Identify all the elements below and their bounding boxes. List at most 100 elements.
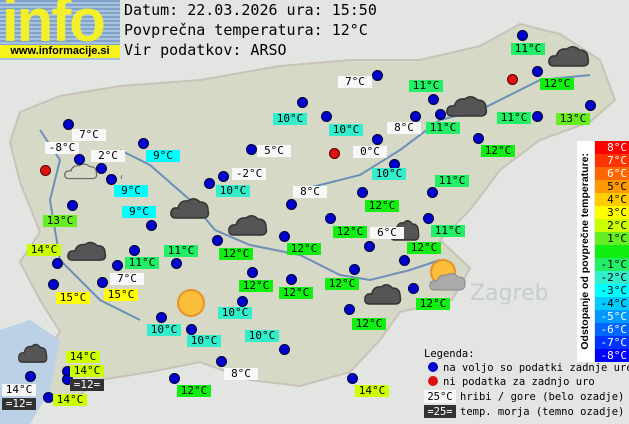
station-marker[interactable] <box>74 154 85 165</box>
station-marker[interactable] <box>146 220 157 231</box>
station-marker[interactable] <box>325 213 336 224</box>
station-marker[interactable] <box>247 267 258 278</box>
station-marker[interactable] <box>357 187 368 198</box>
temperature-label: 11°C <box>409 80 443 92</box>
slovenia-territory <box>8 22 617 404</box>
station-marker[interactable] <box>129 245 140 256</box>
temperature-label: 14°C <box>66 351 100 363</box>
temperature-label: 12°C <box>333 226 367 238</box>
scale-step: -1°C <box>595 258 629 271</box>
temperature-label: 7°C <box>72 129 106 141</box>
station-marker[interactable] <box>156 312 167 323</box>
station-marker[interactable] <box>67 200 78 211</box>
station-marker[interactable] <box>428 94 439 105</box>
scale-step: -2°C <box>595 271 629 284</box>
station-marker[interactable] <box>399 255 410 266</box>
station-marker[interactable] <box>473 133 484 144</box>
station-marker[interactable] <box>532 66 543 77</box>
station-marker[interactable] <box>347 373 358 384</box>
station-marker[interactable] <box>237 296 248 307</box>
station-marker[interactable] <box>63 119 74 130</box>
station-marker[interactable] <box>138 138 149 149</box>
scale-step: 1°C <box>595 232 629 245</box>
station-marker[interactable] <box>286 199 297 210</box>
legend-missing: ni podatka za zadnjo uro <box>424 375 595 389</box>
scale-step: -8°C <box>595 349 629 362</box>
station-marker[interactable] <box>171 258 182 269</box>
legend-available: na voljo so podatki zadnje ure <box>424 361 629 375</box>
station-marker[interactable] <box>96 163 107 174</box>
station-marker[interactable] <box>349 264 360 275</box>
temperature-label: 13°C <box>43 215 77 227</box>
station-marker[interactable] <box>112 260 123 271</box>
station-marker[interactable] <box>186 324 197 335</box>
temperature-label: 10°C <box>273 113 307 125</box>
station-marker-no-data[interactable] <box>507 74 518 85</box>
temperature-label: 8°C <box>293 186 327 198</box>
logo[interactable]: info www.informacije.si <box>0 0 120 60</box>
temperature-label: 12°C <box>365 200 399 212</box>
deviation-scale: 8°C 7°C 6°C 5°C 4°C 3°C 2°C 1°C -1°C -2°C -3°C -4°C… <box>595 141 629 362</box>
temperature-label: 7°C <box>110 273 144 285</box>
station-marker[interactable] <box>427 187 438 198</box>
temperature-label: 11°C <box>435 175 469 187</box>
station-marker[interactable] <box>246 144 257 155</box>
station-marker[interactable] <box>218 171 229 182</box>
station-marker[interactable] <box>423 213 434 224</box>
data-source: Vir podatkov: ARSO <box>124 41 287 59</box>
temperature-label: 9°C <box>122 206 156 218</box>
temperature-label: 11°C <box>125 257 159 269</box>
temperature-label: -2°C <box>232 168 266 180</box>
station-marker[interactable] <box>435 109 446 120</box>
temperature-label: 14°C <box>27 244 61 256</box>
scale-step: 2°C <box>595 219 629 232</box>
station-marker[interactable] <box>106 174 117 185</box>
station-marker[interactable] <box>297 97 308 108</box>
station-marker[interactable] <box>216 356 227 367</box>
temperature-label: 14°C <box>70 365 104 377</box>
station-marker[interactable] <box>372 134 383 145</box>
station-marker[interactable] <box>321 111 332 122</box>
station-marker[interactable] <box>410 111 421 122</box>
scale-step: 5°C <box>595 180 629 193</box>
temperature-label: 10°C <box>372 168 406 180</box>
station-marker[interactable] <box>25 371 36 382</box>
temperature-label: 0°C <box>353 146 387 158</box>
station-marker[interactable] <box>585 100 596 111</box>
temperature-label: 10°C <box>216 185 250 197</box>
blue-dot-icon <box>428 362 438 372</box>
cloud-icon <box>446 94 488 122</box>
temperature-label: 14°C <box>53 394 87 406</box>
station-marker[interactable] <box>517 30 528 41</box>
date-line: Datum: 22.03.2026 ura: 15:50 <box>124 1 377 19</box>
scale-step: -6°C <box>595 323 629 336</box>
zagreb-label: Zagreb <box>470 281 549 306</box>
station-marker-no-data[interactable] <box>40 165 51 176</box>
station-marker[interactable] <box>344 304 355 315</box>
sun-icon <box>176 288 206 322</box>
logo-url[interactable]: www.informacije.si <box>0 45 120 58</box>
temperature-label: 12°C <box>177 385 211 397</box>
temperature-label: 15°C <box>104 289 138 301</box>
station-marker[interactable] <box>97 277 108 288</box>
temperature-label: 10°C <box>218 307 252 319</box>
temperature-label: 14°C <box>355 385 389 397</box>
station-marker[interactable] <box>286 274 297 285</box>
station-marker[interactable] <box>52 258 63 269</box>
station-marker[interactable] <box>212 235 223 246</box>
scale-step: -5°C <box>595 310 629 323</box>
temperature-label: 10°C <box>187 335 221 347</box>
temperature-label: 5°C <box>257 145 291 157</box>
station-marker[interactable] <box>364 241 375 252</box>
station-marker[interactable] <box>279 231 290 242</box>
station-marker[interactable] <box>169 373 180 384</box>
station-marker-no-data[interactable] <box>329 148 340 159</box>
station-marker[interactable] <box>48 279 59 290</box>
sun-cloud-icon <box>421 258 469 296</box>
station-marker[interactable] <box>532 111 543 122</box>
station-marker[interactable] <box>204 178 215 189</box>
station-marker[interactable] <box>408 283 419 294</box>
station-marker[interactable] <box>372 70 383 81</box>
river <box>119 149 441 282</box>
station-marker[interactable] <box>279 344 290 355</box>
